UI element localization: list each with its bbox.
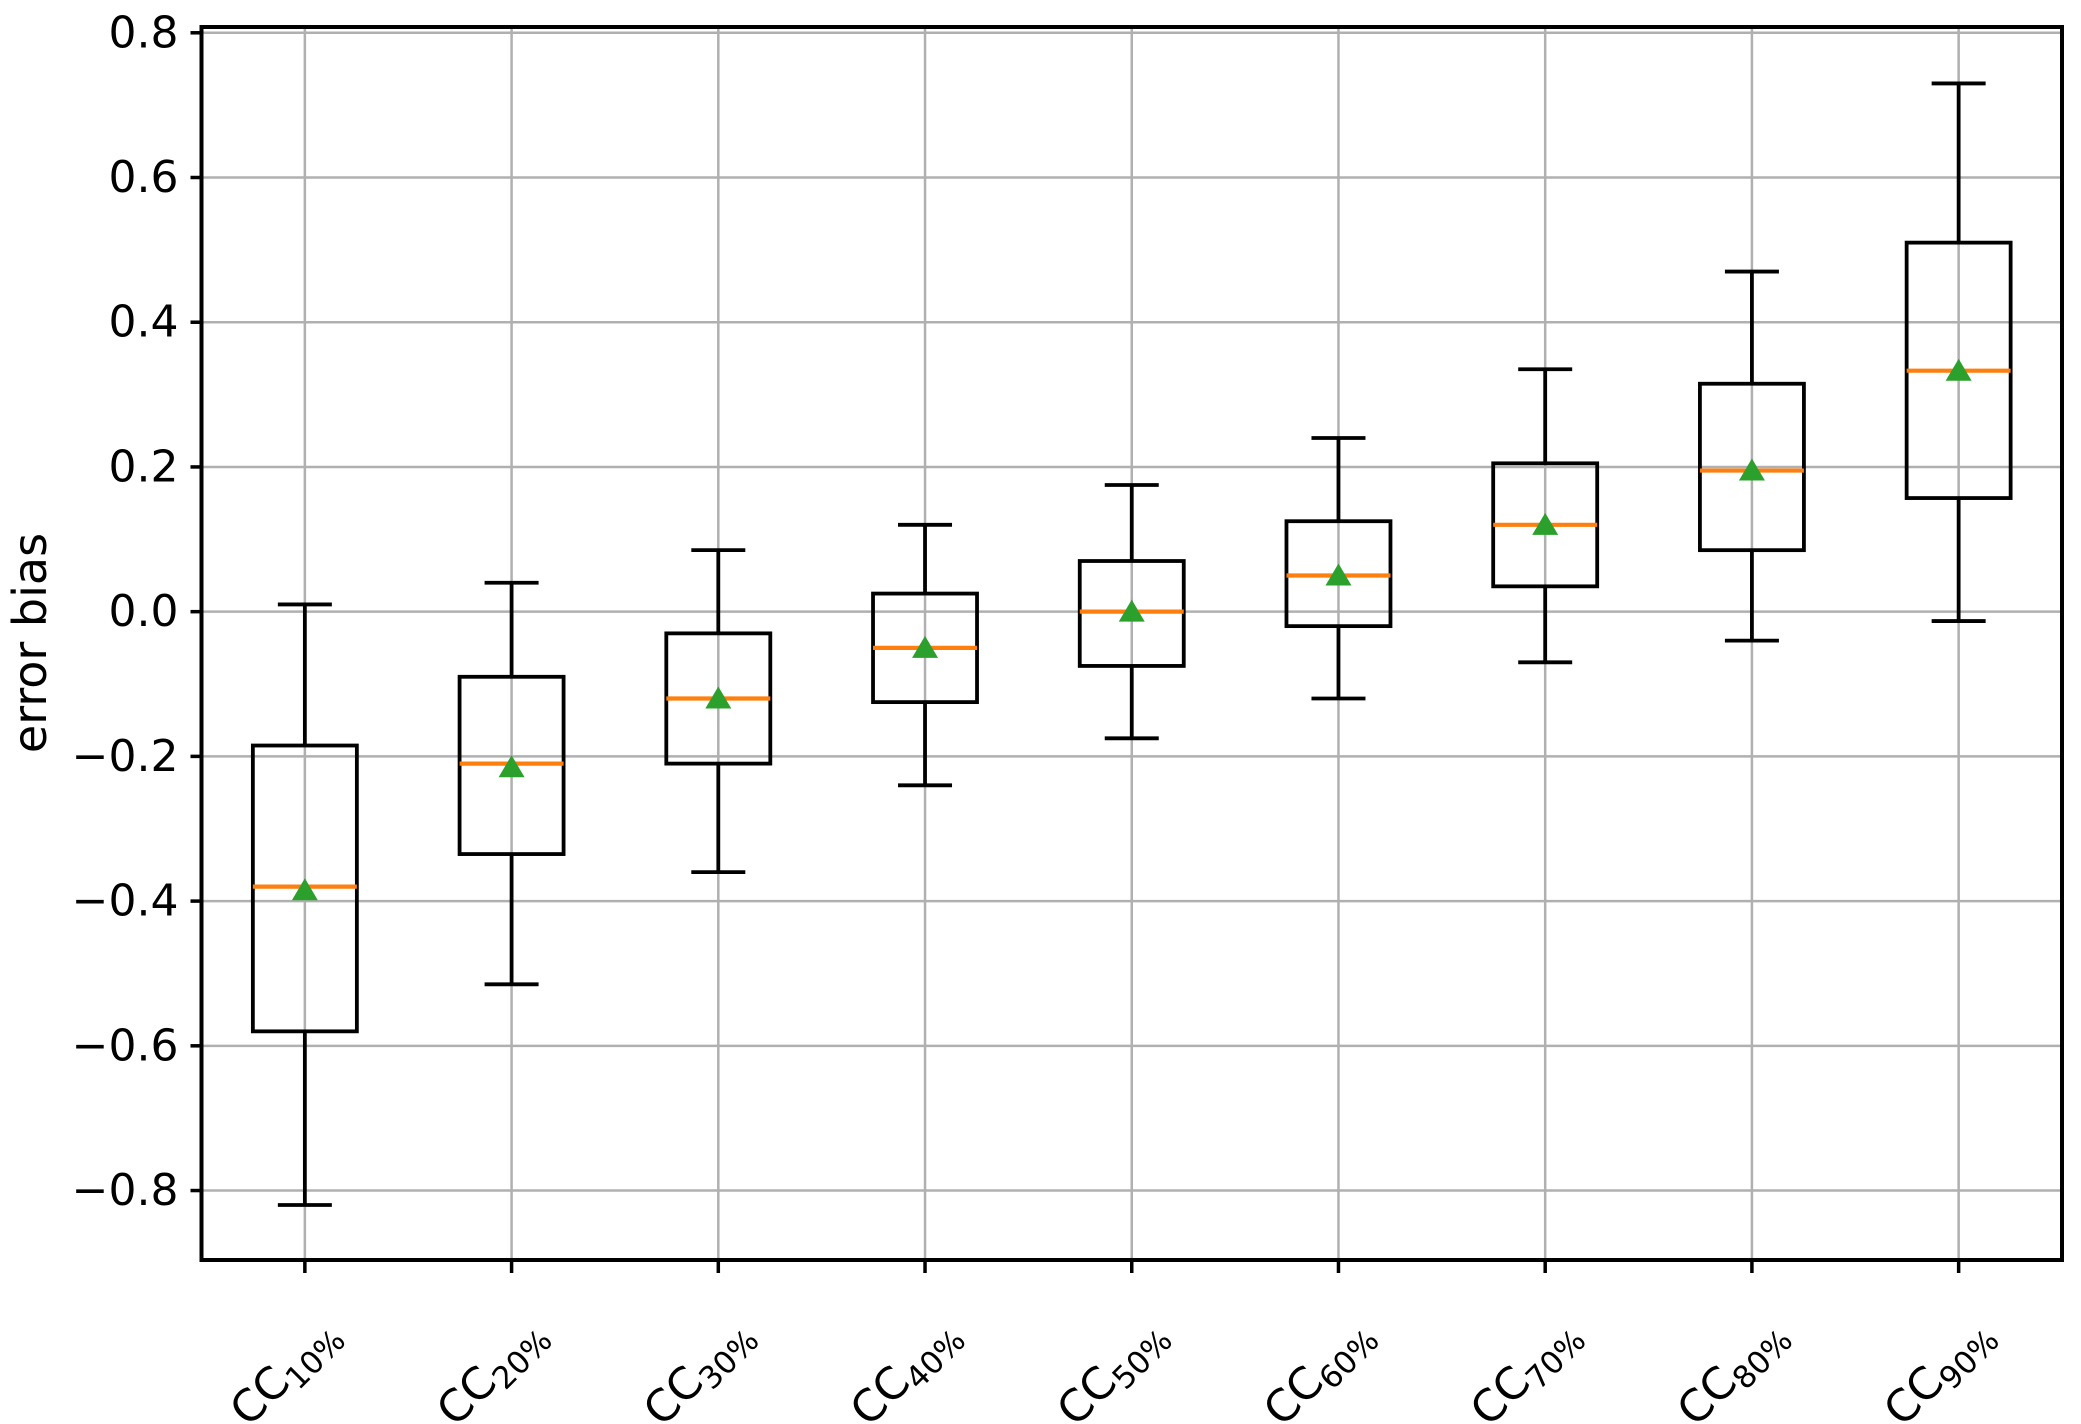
mean-marker xyxy=(498,755,525,778)
y-tick-label: −0.4 xyxy=(72,876,179,927)
mean-marker xyxy=(1325,563,1352,586)
y-tick-label: −0.8 xyxy=(72,1165,179,1216)
x-tick-label: CC70% xyxy=(1461,1308,1593,1424)
y-tick-label: 0.6 xyxy=(109,152,179,203)
x-tick-label: CC10% xyxy=(220,1308,352,1424)
x-tick-label: CC60% xyxy=(1254,1308,1386,1424)
mean-marker xyxy=(1945,358,1972,381)
mean-marker xyxy=(912,635,939,658)
y-tick-label: 0.4 xyxy=(109,297,179,348)
x-tick-label: CC90% xyxy=(1874,1308,2006,1424)
x-tick-label: CC20% xyxy=(427,1308,559,1424)
mean-marker xyxy=(1738,458,1765,481)
y-tick-label: 0.2 xyxy=(109,441,179,492)
y-tick-label: 0.8 xyxy=(109,7,179,58)
x-tick-label: CC40% xyxy=(841,1308,973,1424)
mean-marker xyxy=(291,878,318,901)
x-tick-label: CC50% xyxy=(1047,1308,1179,1424)
y-axis-label: error bias xyxy=(3,533,57,753)
y-tick-label: −0.6 xyxy=(72,1020,179,1071)
x-tick-label: CC80% xyxy=(1667,1308,1799,1424)
iqr-box xyxy=(1698,381,1806,553)
x-tick-label: CC30% xyxy=(634,1308,766,1424)
y-tick-label: −0.2 xyxy=(72,731,179,782)
plot-border xyxy=(199,25,2064,1262)
mean-marker xyxy=(1118,599,1145,622)
plot-area: −0.8 −0.6 −0.4 −0.2 0.0 0.2 0.4 0.6 0.8 CC10% CC20… xyxy=(72,7,2064,1424)
y-tick-label: 0.0 xyxy=(109,586,179,637)
mean-marker xyxy=(705,686,732,709)
mean-marker xyxy=(1532,512,1559,535)
